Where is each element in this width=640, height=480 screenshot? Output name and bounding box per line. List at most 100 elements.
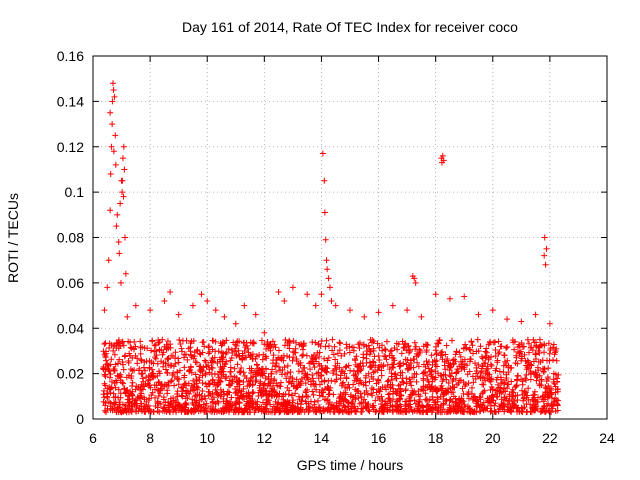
band-point — [397, 360, 404, 367]
band-point — [205, 388, 212, 395]
band-point — [326, 391, 333, 398]
band-point — [181, 354, 188, 361]
band-point — [191, 381, 198, 388]
band-point — [393, 398, 400, 405]
band-point — [125, 405, 132, 412]
band-point — [554, 386, 561, 393]
band-point — [330, 404, 337, 411]
band-point — [172, 360, 179, 367]
band-point — [528, 409, 535, 416]
data-point — [319, 150, 326, 157]
band-point — [450, 361, 457, 368]
data-point — [109, 80, 116, 87]
band-point — [433, 350, 440, 357]
band-point — [433, 363, 440, 370]
band-point — [183, 402, 190, 409]
band-point — [546, 350, 553, 357]
band-point — [470, 350, 477, 357]
x-tick-label: 16 — [371, 430, 387, 446]
band-point — [300, 351, 307, 358]
band-point — [336, 347, 343, 354]
band-point — [288, 392, 295, 399]
band-point — [208, 364, 215, 371]
y-tick-label: 0.14 — [57, 93, 84, 109]
band-point — [436, 337, 443, 344]
x-tick-label: 18 — [428, 430, 444, 446]
band-point — [236, 387, 243, 394]
band-point — [395, 382, 402, 389]
band-point — [202, 371, 209, 378]
band-point — [309, 355, 316, 362]
band-point — [486, 377, 493, 384]
band-point — [196, 363, 203, 370]
band-point — [500, 400, 507, 407]
band-point — [275, 347, 282, 354]
band-point — [339, 368, 346, 375]
band-point — [528, 362, 535, 369]
band-point — [127, 388, 134, 395]
band-point — [111, 342, 118, 349]
y-tick-label: 0.1 — [65, 184, 85, 200]
band-point — [232, 401, 239, 408]
band-point — [551, 349, 558, 356]
band-point — [112, 384, 119, 391]
band-point — [131, 367, 138, 374]
band-point — [465, 403, 472, 410]
band-point — [330, 370, 337, 377]
band-point — [145, 382, 152, 389]
band-point — [492, 339, 499, 346]
band-point — [522, 389, 529, 396]
band-point — [401, 344, 408, 351]
band-point — [286, 354, 293, 361]
band-point — [116, 356, 123, 363]
y-tick-label: 0.06 — [57, 275, 84, 291]
data-point — [147, 307, 154, 314]
band-point — [259, 370, 266, 377]
band-point — [379, 342, 386, 349]
band-point — [284, 369, 291, 376]
band-point — [160, 363, 167, 370]
band-point — [347, 367, 354, 374]
x-tick-label: 8 — [146, 430, 154, 446]
x-tick-label: 12 — [257, 430, 273, 446]
band-point — [345, 381, 352, 388]
band-point — [140, 364, 147, 371]
band-point — [218, 342, 225, 349]
band-point — [199, 380, 206, 387]
band-point — [103, 357, 110, 364]
band-point — [186, 390, 193, 397]
band-point — [239, 356, 246, 363]
band-point — [382, 347, 389, 354]
band-point — [393, 390, 400, 397]
band-point — [357, 377, 364, 384]
band-point — [432, 374, 439, 381]
band-point — [174, 390, 181, 397]
band-point — [323, 397, 330, 404]
data-point — [113, 223, 120, 230]
band-point — [485, 398, 492, 405]
band-point — [181, 364, 188, 371]
band-point — [178, 392, 185, 399]
band-point — [329, 347, 336, 354]
band-point — [547, 346, 554, 353]
band-point — [540, 392, 547, 399]
band-point — [486, 395, 493, 402]
band-point — [267, 347, 274, 354]
band-point — [543, 385, 550, 392]
band-point — [539, 407, 546, 414]
data-point — [109, 121, 116, 128]
band-point — [236, 381, 243, 388]
data-point — [289, 284, 296, 291]
band-point — [306, 360, 313, 367]
band-point — [527, 376, 534, 383]
band-point — [545, 393, 552, 400]
x-tick-label: 10 — [199, 430, 215, 446]
band-point — [141, 396, 148, 403]
band-point — [253, 369, 260, 376]
band-point — [252, 378, 259, 385]
band-point — [501, 352, 508, 359]
band-point — [513, 382, 520, 389]
band-point — [325, 391, 332, 398]
band-point — [292, 385, 299, 392]
band-point — [222, 360, 229, 367]
